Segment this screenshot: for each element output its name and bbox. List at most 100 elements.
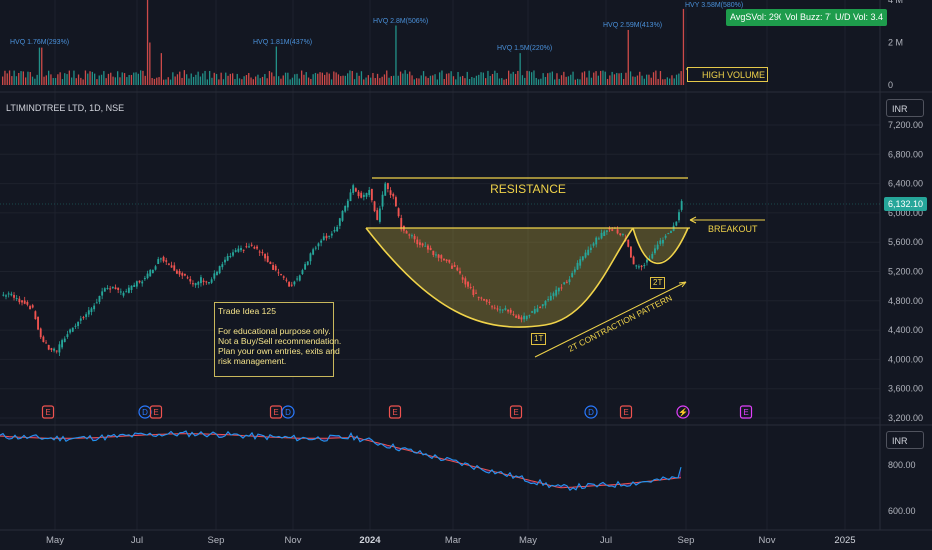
volume-bar — [639, 71, 641, 85]
candle-body — [547, 299, 550, 301]
volume-bar — [381, 76, 383, 85]
time-tick-label: May — [519, 535, 537, 546]
volume-tick-label: 0 — [888, 80, 893, 90]
volume-bar — [257, 74, 259, 85]
volume-bar — [220, 72, 222, 85]
candle-body — [53, 348, 56, 351]
candle-body — [531, 311, 534, 313]
candle-body — [226, 256, 229, 261]
earnings-icon[interactable]: E — [149, 405, 163, 419]
price-tick-label: 3,600.00 — [888, 384, 923, 394]
candle-body — [55, 350, 58, 352]
earnings-icon[interactable]: E — [509, 405, 523, 419]
dividend-icon[interactable]: D — [584, 405, 598, 419]
candle-body — [523, 315, 526, 320]
candle-body — [170, 265, 173, 268]
candle-body — [117, 287, 120, 290]
volume-histogram — [2, 0, 685, 85]
svg-text:E: E — [153, 408, 158, 417]
candle-body — [667, 233, 670, 235]
candle-body — [472, 289, 475, 296]
candle-body — [579, 259, 582, 266]
volume-bar — [181, 77, 183, 85]
volume-bar — [609, 75, 611, 85]
volume-bar — [510, 73, 512, 85]
flash-icon[interactable]: ⚡ — [676, 405, 690, 419]
candle-body — [269, 261, 272, 265]
candle-body — [378, 208, 381, 222]
indicator-axis: 800.00 600.00 — [888, 460, 916, 516]
volume-bar — [234, 79, 236, 85]
volume-bar — [494, 70, 496, 85]
currency-button-indicator[interactable]: INR — [886, 431, 924, 449]
candle-body — [525, 315, 528, 320]
candle-body — [475, 292, 477, 294]
volume-bar — [174, 76, 176, 85]
event-markers[interactable]: E D E E D E E D E ⚡ E — [41, 405, 753, 419]
earnings-icon[interactable]: E — [269, 405, 283, 419]
candle-body — [491, 306, 493, 308]
candle-body — [61, 340, 64, 348]
candle-body — [122, 292, 125, 296]
candle-body — [133, 285, 136, 287]
candle-body — [42, 336, 45, 343]
candle-body — [336, 226, 339, 232]
volume-bar — [298, 78, 300, 85]
svg-text:E: E — [743, 408, 748, 417]
volume-bar — [149, 42, 151, 85]
breakout-arrow — [689, 216, 697, 224]
candle-body — [568, 279, 571, 283]
candle-body — [175, 270, 178, 274]
candle-body — [159, 258, 162, 260]
volume-bar — [27, 71, 29, 85]
candle-body — [328, 235, 331, 237]
earnings-icon[interactable]: E — [41, 405, 55, 419]
volume-bar — [45, 75, 47, 85]
volume-bar — [163, 79, 165, 85]
volume-bar — [268, 71, 271, 85]
earnings-icon[interactable]: E — [388, 405, 402, 419]
resistance-label: RESISTANCE — [490, 182, 566, 196]
candle-body — [141, 281, 144, 284]
volume-bar — [471, 76, 473, 85]
volume-bar — [383, 74, 386, 85]
volume-bar — [347, 73, 349, 85]
volume-bar — [225, 72, 227, 85]
volume-bar — [353, 79, 356, 85]
volume-bar — [43, 76, 45, 85]
dividend-icon[interactable]: D — [138, 405, 152, 419]
volume-bar — [508, 70, 510, 85]
volume-bar — [372, 72, 374, 85]
candle-body — [435, 254, 437, 256]
candle-body — [151, 269, 154, 273]
volume-bar — [572, 71, 574, 85]
volume-bar — [600, 70, 602, 85]
volume-bar — [259, 78, 261, 85]
volume-bar — [61, 79, 64, 85]
dividend-icon[interactable]: D — [281, 405, 295, 419]
hvq-labels: HVQ 1.76M(293%) HVQ 1.81M(437%) HVQ 2.8M(5… — [10, 2, 743, 52]
volume-bar — [367, 75, 369, 85]
candle-body — [483, 299, 485, 301]
candle-body — [507, 309, 510, 312]
candle-body — [154, 266, 157, 270]
volume-bar — [351, 71, 353, 85]
volume-bar — [393, 75, 395, 85]
volume-bar — [335, 72, 337, 85]
volume-bar — [64, 73, 66, 85]
volume-bar — [590, 77, 593, 85]
candle-body — [103, 288, 106, 292]
candle-body — [127, 287, 130, 293]
candle-body — [368, 190, 371, 195]
time-tick-label: 2025 — [834, 535, 855, 546]
time-tick-label: May — [46, 535, 64, 546]
volume-bar — [142, 70, 144, 85]
candle-body — [664, 235, 667, 238]
volume-bar — [89, 71, 91, 85]
volume-bar — [503, 79, 505, 85]
earnings-icon[interactable]: E — [739, 405, 753, 419]
earnings-icon[interactable]: E — [619, 405, 633, 419]
currency-button-main[interactable]: INR — [886, 99, 924, 117]
candle-body — [552, 293, 555, 297]
